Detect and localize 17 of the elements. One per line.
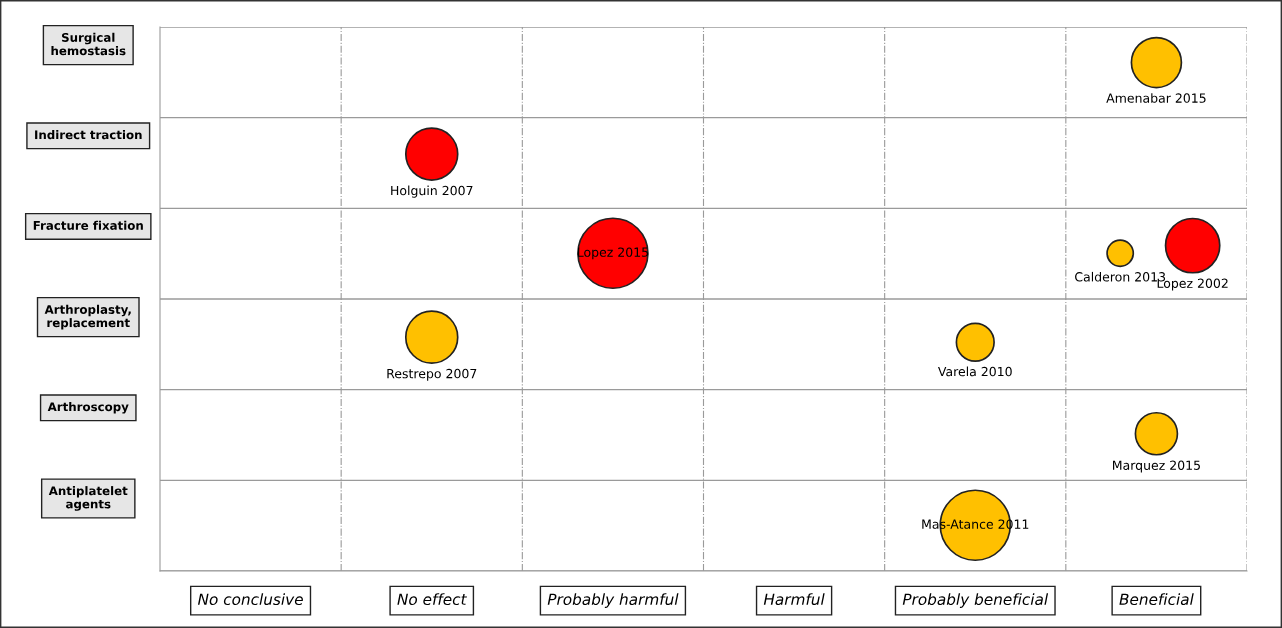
x-tick-label: No conclusive (197, 593, 303, 606)
x-tick-label: Harmful (763, 593, 825, 606)
annotation: Holguin 2007 (391, 185, 473, 198)
category-label: Antiplatelet agents (48, 486, 128, 511)
annotation: Restrepo 2007 (387, 368, 477, 381)
category-label: Arthroplasty, replacement (44, 304, 131, 330)
x-tick-label: Probably beneficial (902, 593, 1049, 609)
x-tick-label: Probably harmful (547, 593, 679, 609)
category-label: Indirect traction (35, 130, 142, 140)
x-tick-label: No effect (397, 593, 468, 606)
annotation: Marquez 2015 (1113, 460, 1200, 473)
category-label: Arthroscopy (47, 402, 129, 414)
annotation: Amenabar 2015 (1106, 93, 1206, 103)
annotation: Varela 2010 (937, 366, 1012, 377)
category-label: Surgical hemostasis (51, 32, 126, 56)
x-tick-label: Beneficial (1119, 593, 1194, 606)
category-label: Fracture fixation (33, 220, 143, 230)
